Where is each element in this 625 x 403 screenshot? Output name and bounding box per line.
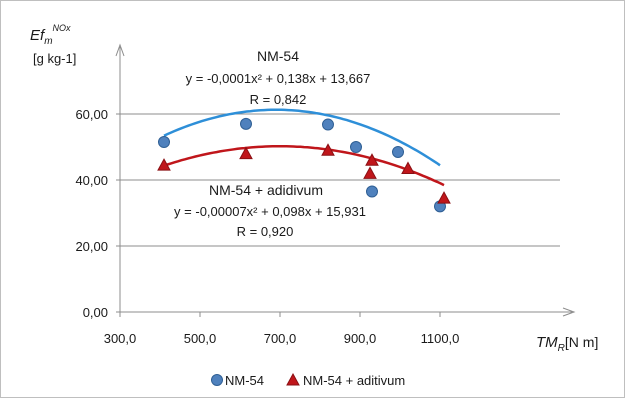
data-point-aditivum bbox=[401, 161, 415, 174]
y-axis-unit: [g kg-1] bbox=[33, 51, 76, 66]
axes bbox=[115, 43, 576, 317]
y-tick-labels: 0,00 20,00 40,00 60,00 bbox=[75, 107, 108, 320]
y-axis-arrow-icon bbox=[115, 43, 125, 57]
data-point-nm54 bbox=[350, 141, 362, 153]
x-tick-label: 700,0 bbox=[264, 331, 297, 346]
x-axis-arrow-icon bbox=[562, 307, 576, 317]
data-point-nm54 bbox=[240, 117, 252, 130]
data-point-aditivum bbox=[365, 153, 379, 166]
x-tick-label: 500,0 bbox=[184, 331, 217, 346]
legend-circle-icon bbox=[211, 374, 223, 386]
trend-line-aditivum bbox=[163, 144, 445, 187]
data-point-aditivum bbox=[157, 158, 171, 171]
y-axis-label-sub: m bbox=[44, 36, 52, 47]
data-point-aditivum bbox=[437, 191, 451, 204]
x-tick-labels: 300,0 500,0 700,0 900,0 1100,0 bbox=[104, 331, 460, 346]
data-point-aditivum bbox=[321, 143, 335, 156]
trend-label-nm54: NM-54 bbox=[257, 48, 299, 64]
grid-lines bbox=[120, 113, 560, 247]
y-axis-label-sup: NOx bbox=[53, 23, 72, 33]
legend-label-aditivum: NM-54 + aditivum bbox=[303, 373, 405, 388]
trend-equation-aditivum: y = -0,00007x² + 0,098x + 15,931 bbox=[174, 204, 366, 219]
y-tick-label: 0,00 bbox=[83, 305, 108, 320]
legend: NM-54 NM-54 + aditivum bbox=[211, 372, 405, 388]
y-axis-label-main: Ef bbox=[30, 27, 46, 44]
data-point-nm54 bbox=[392, 145, 404, 158]
x-axis-label-sub: R bbox=[558, 343, 565, 354]
x-axis-label: TMR[N m] bbox=[536, 334, 598, 354]
data-point-nm54 bbox=[158, 136, 170, 149]
x-tick-label: 1100,0 bbox=[421, 331, 460, 346]
legend-triangle-icon bbox=[286, 372, 300, 386]
x-tick-label: 300,0 bbox=[104, 331, 137, 346]
data-points bbox=[157, 117, 451, 213]
trend-equation-nm54: y = -0,0001x² + 0,138x + 13,667 bbox=[186, 71, 371, 86]
trend-r-aditivum: R = 0,920 bbox=[237, 224, 294, 239]
x-axis-label-main: TM bbox=[536, 334, 558, 351]
trend-line-nm54 bbox=[163, 108, 441, 167]
x-axis-label-unit: [N m] bbox=[565, 334, 598, 350]
data-point-aditivum bbox=[239, 146, 253, 160]
y-tick-label: 60,00 bbox=[75, 107, 108, 122]
data-point-nm54 bbox=[322, 118, 334, 131]
y-tick-label: 20,00 bbox=[75, 239, 108, 254]
legend-label-nm54: NM-54 bbox=[225, 373, 264, 388]
trend-r-nm54: R = 0,842 bbox=[250, 92, 307, 107]
trend-label-aditivum: NM-54 + adidivum bbox=[209, 182, 323, 198]
data-point-nm54 bbox=[366, 185, 378, 198]
y-axis-label: EfmNOx bbox=[30, 23, 71, 47]
x-tick-label: 900,0 bbox=[344, 331, 377, 346]
trend-lines bbox=[163, 108, 445, 187]
y-tick-label: 40,00 bbox=[75, 173, 108, 188]
data-point-aditivum bbox=[363, 166, 377, 179]
